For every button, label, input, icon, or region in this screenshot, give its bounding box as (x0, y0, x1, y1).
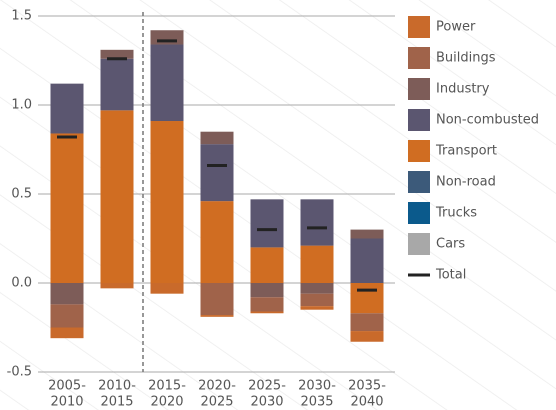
legend-swatch (408, 202, 430, 224)
bar-segment (350, 283, 384, 314)
bar-segment (100, 283, 134, 289)
bar-segment (50, 283, 84, 305)
plot-area (38, 15, 395, 373)
y-tick-label: 0.0 (11, 276, 32, 291)
bar-segment (100, 49, 134, 59)
bar-segment (250, 311, 284, 314)
x-tick-label: 2035- (348, 379, 386, 394)
bar-segment (250, 297, 284, 312)
legend-label: Non-combusted (436, 113, 539, 128)
bar-segment (300, 306, 334, 310)
x-tick-label: 2025 (200, 395, 233, 410)
legend-label: Power (436, 20, 476, 35)
bar-segment (50, 327, 84, 339)
x-tick-label: 2020- (198, 379, 236, 394)
x-tick-label: 2030- (298, 379, 336, 394)
legend-label: Total (435, 268, 466, 283)
x-tick-label: 2015 (100, 395, 133, 410)
legend-label: Buildings (436, 51, 496, 66)
bar-segment (250, 283, 284, 298)
bar-segment (200, 315, 234, 317)
legend-swatch (408, 47, 430, 69)
bar-segment (150, 283, 184, 294)
legend-label: Industry (436, 82, 490, 97)
bar-segment (350, 331, 384, 342)
legend-label: Non-road (436, 175, 496, 190)
bar-segment (150, 44, 184, 122)
bar-segment (350, 313, 384, 332)
bar-segment (300, 199, 334, 246)
bar-segment (50, 133, 84, 283)
legend-label: Transport (435, 144, 497, 159)
legend-swatch (408, 109, 430, 131)
x-tick-label: 2015- (148, 379, 186, 394)
x-tick-label: 2005- (48, 379, 86, 394)
bar-segment (200, 131, 234, 145)
bar-segment (200, 201, 234, 283)
bar-segment (200, 144, 234, 202)
x-tick-label: 2020 (150, 395, 183, 410)
bar-segment (100, 58, 134, 111)
bar-segment (150, 121, 184, 284)
y-tick-label: -0.5 (7, 365, 32, 380)
bar-segment (350, 238, 384, 283)
bar-segment (50, 83, 84, 134)
x-tick-label: 2010 (50, 395, 83, 410)
bar-segment (200, 283, 234, 316)
legend-swatch (408, 16, 430, 38)
legend-swatch (408, 233, 430, 255)
bar-segment (300, 293, 334, 307)
bar-segment (300, 245, 334, 283)
legend-swatch (408, 171, 430, 193)
bar-segment (50, 304, 84, 328)
bar-segment (300, 283, 334, 294)
y-tick-label: 1.5 (11, 9, 32, 24)
legend-label: Trucks (435, 206, 477, 221)
bar-segment (100, 110, 134, 283)
y-tick-label: 1.0 (11, 98, 32, 113)
x-tick-label: 2025- (248, 379, 286, 394)
bar-segment (350, 229, 384, 239)
bar-segment (250, 247, 284, 283)
x-tick-label: 2030 (250, 395, 283, 410)
legend-swatch (408, 78, 430, 100)
legend-swatch (408, 140, 430, 162)
x-tick-label: 2035 (300, 395, 333, 410)
legend-label: Cars (436, 237, 465, 252)
bar-segment (250, 199, 284, 248)
y-tick-label: 0.5 (11, 187, 32, 202)
x-tick-label: 2040 (350, 395, 383, 410)
x-tick-label: 2010- (98, 379, 136, 394)
